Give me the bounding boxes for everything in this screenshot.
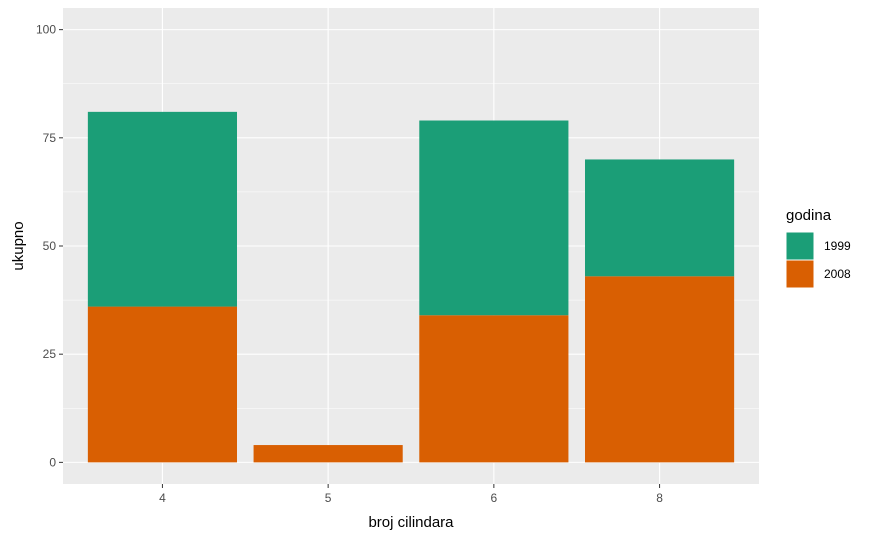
bars	[87, 111, 735, 463]
legend-key-2008	[785, 259, 815, 289]
y-tick-label: 25	[43, 347, 57, 361]
legend-label-2008: 2008	[824, 267, 851, 281]
bar-6-1999	[419, 120, 569, 316]
x-tick-label: 6	[491, 491, 498, 505]
bar-8-1999	[585, 159, 735, 277]
y-tick-label: 75	[43, 131, 57, 145]
y-axis: 0 25 50 75 100	[36, 23, 63, 469]
bar-4-1999	[87, 111, 237, 307]
bar-5-2008	[253, 445, 403, 463]
x-tick-label: 5	[325, 491, 332, 505]
x-tick-label: 4	[159, 491, 166, 505]
bar-8-2008	[585, 276, 735, 463]
x-axis: 4 5 6 8	[159, 484, 663, 505]
legend-label-1999: 1999	[824, 239, 851, 253]
bar-6-2008	[419, 315, 569, 463]
legend: godina 1999 2008	[785, 207, 851, 289]
y-axis-title: ukupno	[10, 221, 27, 270]
x-tick-label: 8	[656, 491, 663, 505]
x-axis-title: broj cilindara	[368, 514, 454, 531]
y-tick-label: 100	[36, 23, 56, 37]
y-tick-label: 50	[43, 239, 57, 253]
y-tick-label: 0	[49, 455, 56, 469]
legend-key-1999	[785, 231, 815, 261]
legend-title: godina	[786, 207, 832, 224]
bar-4-2008	[87, 306, 237, 463]
